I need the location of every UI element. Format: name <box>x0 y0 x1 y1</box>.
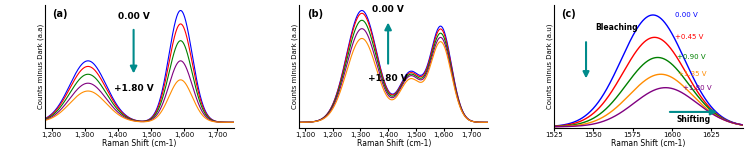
Text: +1.80 V: +1.80 V <box>682 85 712 91</box>
Text: 0.00 V: 0.00 V <box>372 5 404 14</box>
Text: Shifting: Shifting <box>676 115 710 124</box>
Text: (c): (c) <box>562 9 576 19</box>
Text: 0.00 V: 0.00 V <box>675 12 698 18</box>
X-axis label: Raman Shift (cm-1): Raman Shift (cm-1) <box>102 139 176 148</box>
Y-axis label: Counts minus Dark (a.a): Counts minus Dark (a.a) <box>37 24 44 109</box>
Text: (b): (b) <box>307 9 323 19</box>
X-axis label: Raman Shift (cm-1): Raman Shift (cm-1) <box>611 139 686 148</box>
Text: 0.00 V: 0.00 V <box>118 12 149 21</box>
Text: +0.45 V: +0.45 V <box>675 34 704 40</box>
Text: Bleaching: Bleaching <box>596 23 638 31</box>
Text: +1.35 V: +1.35 V <box>678 71 706 77</box>
Text: +1.80 V: +1.80 V <box>114 84 154 93</box>
Text: (a): (a) <box>53 9 68 19</box>
Text: +0.90 V: +0.90 V <box>676 54 705 61</box>
Text: +1.80 V: +1.80 V <box>368 74 408 83</box>
Y-axis label: Counts minus Dark (a.a): Counts minus Dark (a.a) <box>292 24 298 109</box>
X-axis label: Raman Shift (cm-1): Raman Shift (cm-1) <box>356 139 431 148</box>
Y-axis label: Counts minus Dark (a.u): Counts minus Dark (a.u) <box>546 24 553 109</box>
